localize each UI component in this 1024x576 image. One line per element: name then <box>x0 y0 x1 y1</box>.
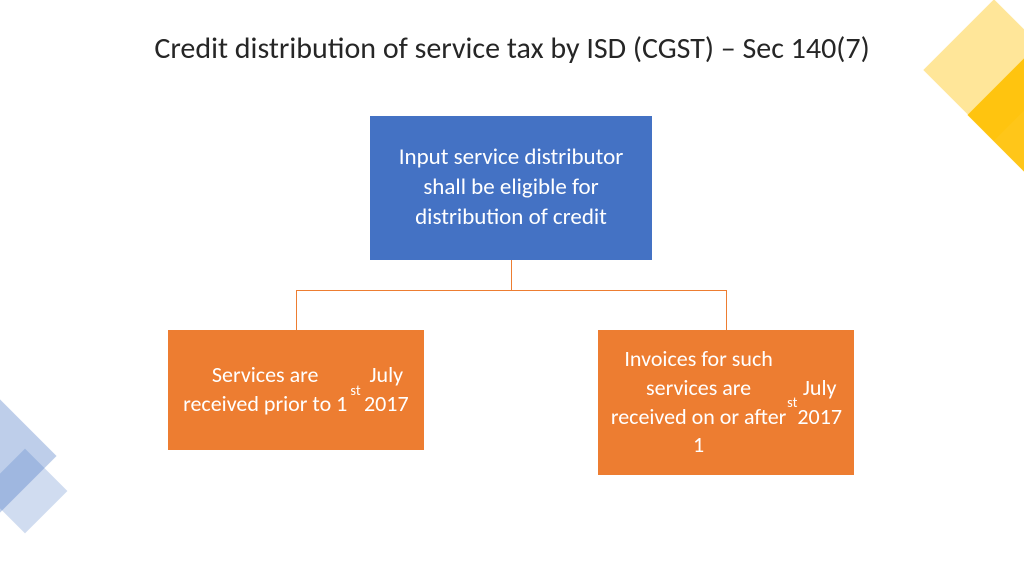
connector-line <box>726 290 727 330</box>
connector-line <box>296 290 726 291</box>
connector-line <box>511 260 512 290</box>
connector-line <box>296 290 297 330</box>
corner-decoration-left <box>0 406 100 546</box>
flow-node-left: Services are received prior to 1st July … <box>168 330 424 450</box>
flow-node-root: Input service distributor shall be eligi… <box>370 116 652 260</box>
flow-node-right: Invoices for such services are received … <box>598 330 854 475</box>
slide-title: Credit distribution of service tax by IS… <box>0 30 1024 67</box>
